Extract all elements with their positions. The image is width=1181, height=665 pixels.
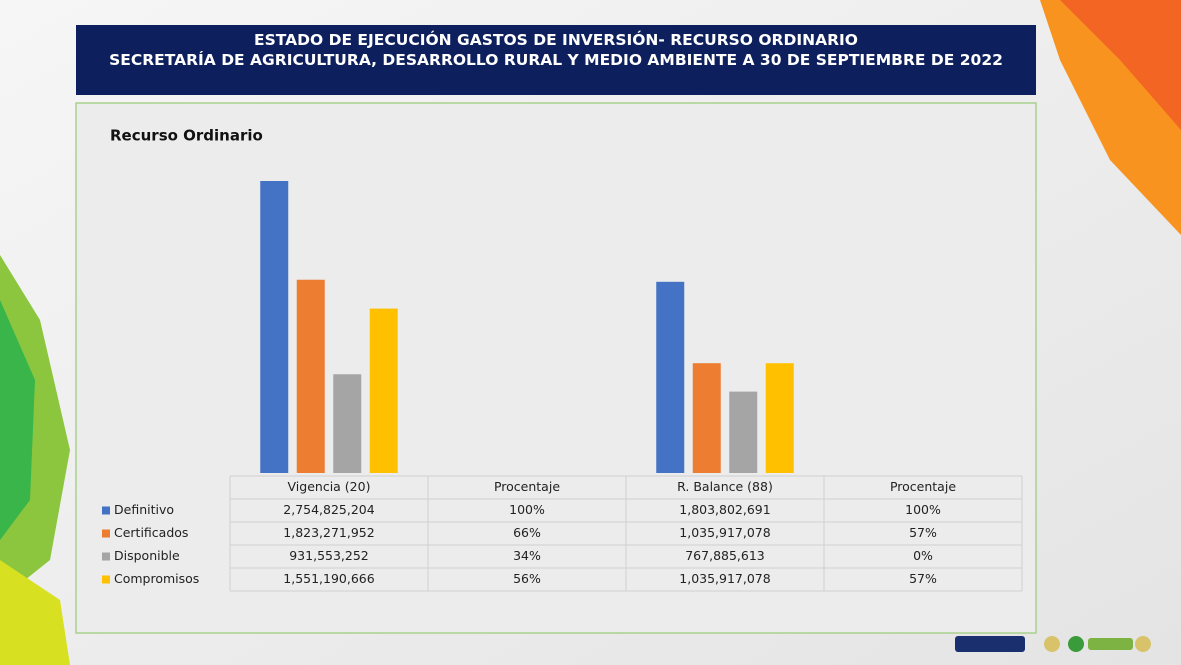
legend-swatch [102,552,110,561]
bar [296,279,325,473]
bar [692,363,721,473]
decor-orange-dark [1060,0,1181,130]
bar [369,308,398,473]
decor-lime [0,560,70,665]
value-label: 1,035,917,078 [679,525,770,540]
category-label: Procentaje [494,479,560,494]
value-label: 1,551,190,666 [283,571,374,586]
value-label: 66% [513,525,541,540]
value-label: 34% [513,548,541,563]
value-label: 0% [913,548,933,563]
title-line: SECRETARÍA DE AGRICULTURA, DESARROLLO RU… [109,51,1003,69]
category-label: R. Balance (88) [677,479,773,494]
legend-label: Certificados [114,525,188,540]
bar [656,281,685,473]
legend-label: Disponible [114,548,180,563]
bar [765,363,794,473]
value-label: 100% [509,502,545,517]
value-label: 767,885,613 [685,548,765,563]
legend-swatch [102,506,110,515]
legend-label: Compromisos [114,571,199,586]
bar [333,374,362,473]
value-label: 100% [905,502,941,517]
chart-frame [75,102,1037,634]
bar [729,391,758,473]
title-banner: ESTADO DE EJECUCIÓN GASTOS DE INVERSIÓN-… [76,25,1036,95]
chart-title: Recurso Ordinario [110,127,263,145]
decor-green-dark [0,300,35,540]
plot: Vigencia (20) 2,754,825,204 1,823,271,952 9… [102,181,1023,592]
legend-swatch [102,575,110,584]
legend-swatch [102,529,110,538]
value-label: 1,035,917,078 [679,571,770,586]
value-label: 1,803,802,691 [679,502,770,517]
logos [955,636,1151,652]
value-label: 56% [513,571,541,586]
legend-label: Definitivo [114,502,174,517]
value-label: 1,823,271,952 [283,525,374,540]
value-label: 57% [909,525,937,540]
category-label: Procentaje [890,479,956,494]
category-label: Vigencia (20) [288,479,371,494]
title-line: ESTADO DE EJECUCIÓN GASTOS DE INVERSIÓN-… [254,31,858,49]
value-label: 931,553,252 [289,548,369,563]
value-label: 57% [909,571,937,586]
value-label: 2,754,825,204 [283,502,374,517]
bar [260,181,289,473]
